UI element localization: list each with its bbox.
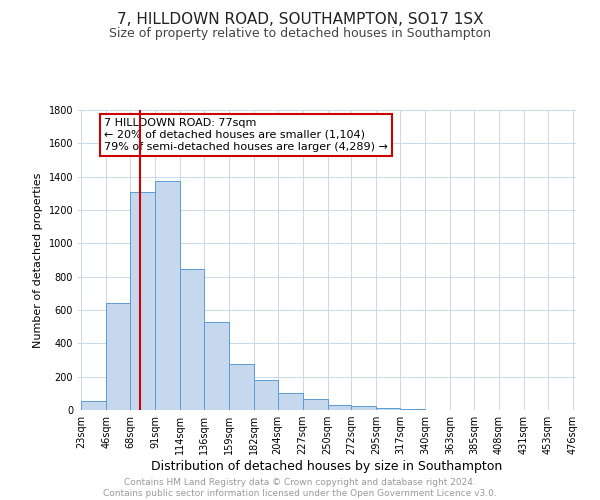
Bar [106, 303, 130, 410]
Text: 7, HILLDOWN ROAD, SOUTHAMPTON, SO17 1SX: 7, HILLDOWN ROAD, SOUTHAMPTON, SO17 1SX [116, 12, 484, 28]
Text: Size of property relative to detached houses in Southampton: Size of property relative to detached ho… [109, 28, 491, 40]
Bar [204, 322, 229, 410]
Text: 7 HILLDOWN ROAD: 77sqm
← 20% of detached houses are smaller (1,104)
79% of semi-: 7 HILLDOWN ROAD: 77sqm ← 20% of detached… [104, 118, 388, 152]
X-axis label: Distribution of detached houses by size in Southampton: Distribution of detached houses by size … [151, 460, 503, 473]
Text: Contains HM Land Registry data © Crown copyright and database right 2024.
Contai: Contains HM Land Registry data © Crown c… [103, 478, 497, 498]
Bar [302, 398, 328, 410]
Y-axis label: Number of detached properties: Number of detached properties [33, 172, 43, 348]
Bar [400, 409, 425, 410]
Bar [328, 405, 352, 410]
Bar [278, 392, 302, 410]
Bar [130, 192, 155, 410]
Bar [352, 406, 376, 410]
Bar [254, 380, 278, 410]
Bar [81, 401, 106, 410]
Bar [180, 269, 204, 410]
Bar [376, 408, 400, 410]
Bar [229, 364, 254, 410]
Bar [155, 181, 180, 410]
